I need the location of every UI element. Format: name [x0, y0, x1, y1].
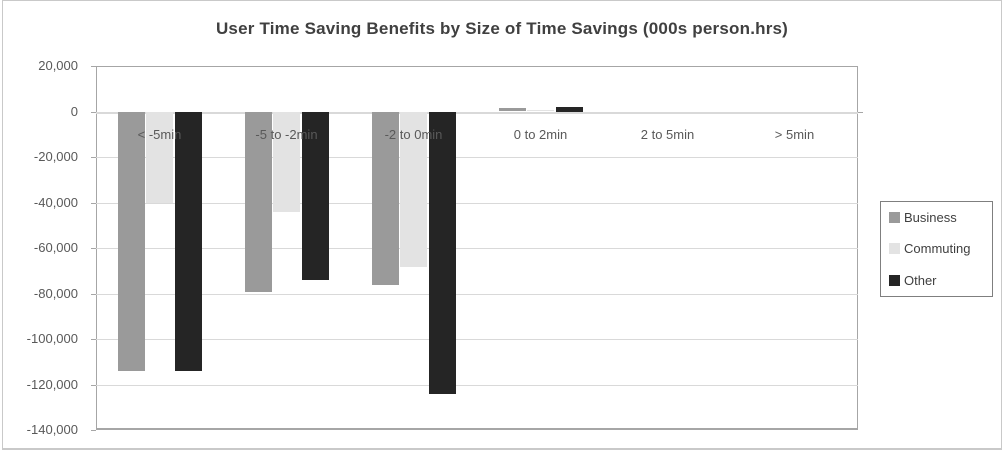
y-axis-tick [91, 112, 96, 113]
chart-title: User Time Saving Benefits by Size of Tim… [215, 19, 789, 38]
legend-swatch [889, 274, 900, 286]
y-axis-tick-label: -40,000 [33, 195, 78, 210]
bar-business-4[interactable] [499, 108, 526, 111]
y-axis-tick [91, 430, 96, 431]
category-label: > 5min [774, 127, 815, 142]
gridline [96, 385, 858, 386]
y-axis-tick [91, 339, 96, 340]
legend-swatch [889, 212, 900, 224]
y-axis-tick [91, 294, 96, 295]
bar-commuting-1[interactable] [146, 112, 173, 203]
y-axis-tick [91, 203, 96, 204]
gridline [96, 339, 858, 340]
category-label: < -5min [137, 127, 182, 142]
bar-business-2[interactable] [245, 112, 272, 292]
legend-item-other[interactable]: Other [889, 273, 992, 288]
gridline [96, 294, 858, 295]
legend-label: Commuting [904, 241, 971, 257]
legend-swatch [889, 243, 900, 255]
gridline [96, 157, 858, 158]
bar-commuting-3[interactable] [400, 112, 427, 267]
y-axis-tick-label: 0 [70, 104, 78, 119]
y-axis-tick-label: -140,000 [26, 422, 78, 437]
y-axis-tick [91, 248, 96, 249]
y-axis-tick [91, 157, 96, 158]
legend: Business Commuting Other [880, 201, 993, 297]
legend-label: Other [904, 272, 937, 288]
legend-item-commuting[interactable]: Commuting [889, 241, 992, 256]
y-axis-tick [858, 112, 863, 113]
y-axis-tick-label: -120,000 [26, 377, 78, 392]
category-label: 2 to 5min [640, 127, 695, 142]
legend-item-business[interactable]: Business [889, 210, 992, 225]
y-axis-tick-label: 20,000 [38, 58, 78, 73]
bar-other-2[interactable] [302, 112, 329, 280]
category-label: -2 to 0min [384, 127, 443, 142]
y-axis-tick-label: -100,000 [26, 331, 78, 346]
bar-other-3[interactable] [429, 112, 456, 394]
y-axis-tick-label: -60,000 [33, 240, 78, 255]
legend-label: Business [904, 210, 957, 226]
y-axis-tick [91, 385, 96, 386]
y-axis-tick [91, 66, 96, 67]
gridline [96, 203, 858, 204]
gridline [96, 248, 858, 249]
bar-other-1[interactable] [175, 112, 202, 371]
bar-business-3[interactable] [372, 112, 399, 285]
bar-commuting-4[interactable] [527, 110, 554, 111]
y-axis-tick-label: -20,000 [33, 149, 78, 164]
category-label: 0 to 2min [513, 127, 568, 142]
gridline [96, 112, 858, 114]
bar-business-1[interactable] [118, 112, 145, 371]
bar-other-4[interactable] [556, 107, 583, 112]
bar-commuting-2[interactable] [273, 112, 300, 212]
y-axis-tick-label: -80,000 [33, 286, 78, 301]
category-label: -5 to -2min [255, 127, 318, 142]
